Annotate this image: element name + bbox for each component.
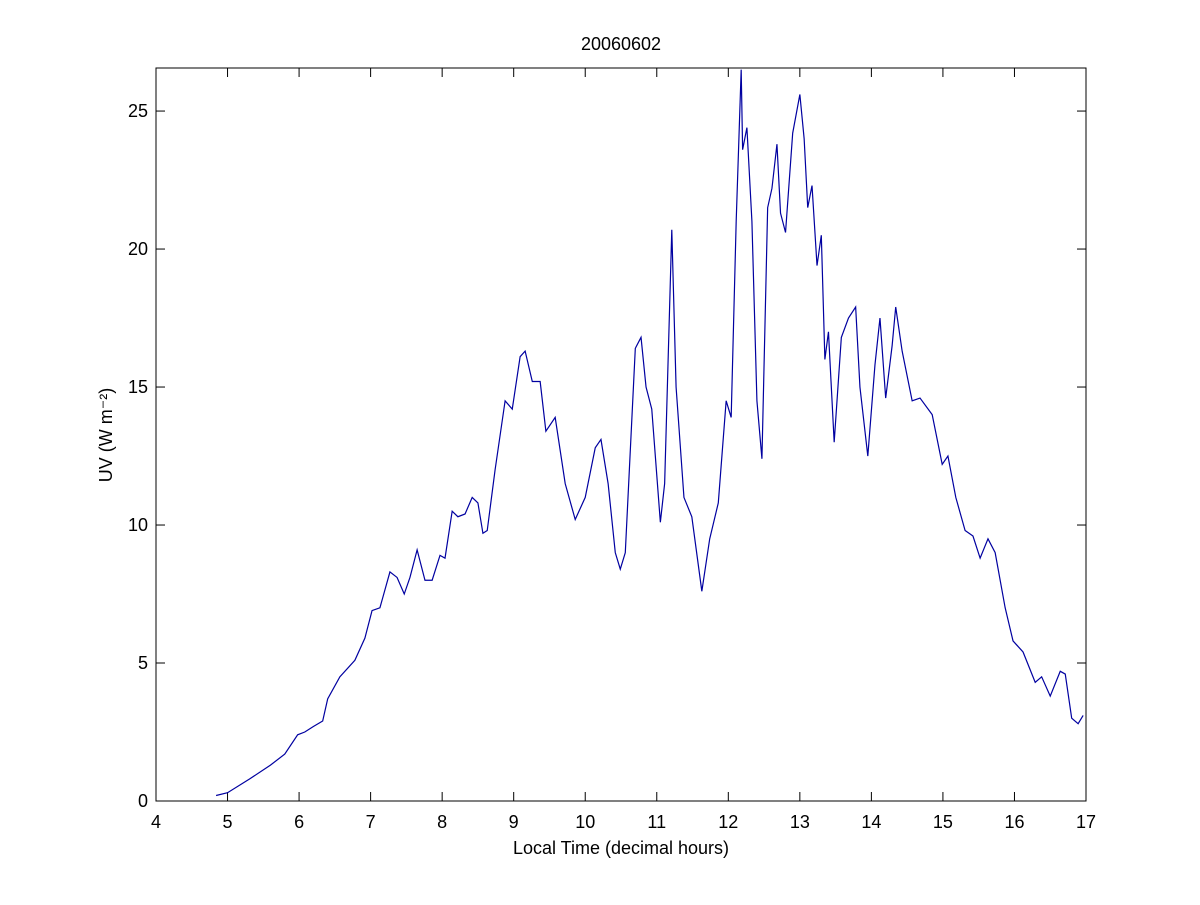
x-tick-label: 6: [294, 812, 304, 832]
x-tick-label: 7: [366, 812, 376, 832]
x-tick-label: 11: [647, 812, 666, 832]
x-tick-label: 10: [575, 812, 595, 832]
y-tick-label: 15: [128, 377, 148, 397]
x-tick-label: 9: [509, 812, 519, 832]
x-tick-label: 14: [861, 812, 881, 832]
x-tick-label: 5: [223, 812, 233, 832]
y-tick-label: 20: [128, 239, 148, 259]
y-axis-label: UV (W m⁻²): [96, 388, 116, 482]
x-tick-label: 16: [1004, 812, 1024, 832]
x-tick-label: 13: [790, 812, 810, 832]
x-tick-label: 17: [1076, 812, 1096, 832]
plot-frame: [155, 67, 1087, 802]
x-tick-label: 8: [437, 812, 447, 832]
data-line: [215, 69, 1084, 797]
y-tick-label: 0: [138, 791, 148, 811]
chart-title: 20060602: [581, 34, 661, 54]
x-axis-label: Local Time (decimal hours): [513, 838, 729, 858]
y-tick-label: 25: [128, 101, 148, 121]
x-tick-label: 15: [933, 812, 953, 832]
y-tick-label: 10: [128, 515, 148, 535]
x-tick-label: 12: [718, 812, 738, 832]
x-tick-label: 4: [151, 812, 161, 832]
y-tick-label: 5: [138, 653, 148, 673]
